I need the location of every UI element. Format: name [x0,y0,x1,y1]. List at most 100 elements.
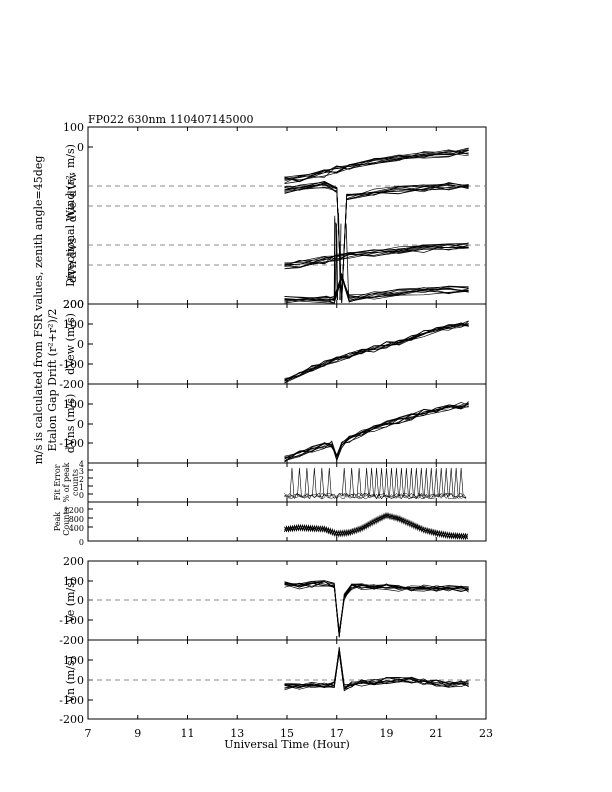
x-tick-label: 9 [134,727,141,740]
y-axis-label: Counts [62,507,71,536]
error-spike [364,467,369,497]
series-line [334,229,338,301]
error-spike [399,467,404,497]
error-spike [443,467,449,497]
series-line [284,182,469,301]
y-tick-label: -200 [59,634,84,647]
error-spike [438,467,444,497]
series-line [336,223,339,301]
y-axis-label: Peak [53,512,62,532]
error-spike [297,467,302,497]
series-line [284,245,469,266]
side-label-line-1: m/s is calculated from FSR values, zenit… [32,156,45,465]
error-spike [304,467,310,497]
series-line [284,278,469,301]
series-line [284,184,469,303]
error-spike [369,467,374,497]
x-tick-label: 19 [380,727,394,740]
y-axis-label: Fit Error [53,464,62,500]
series-line [284,404,469,459]
y-tick-label: 1 [79,483,84,492]
y-tick-label: 2 [79,475,84,484]
error-spike [312,467,317,497]
panel-frame [87,560,487,641]
y-axis-label: dVew (m/s) [64,313,77,375]
series-line [284,324,469,384]
y-tick-label: 0 [77,418,84,431]
error-spike [453,467,459,497]
series-line [284,152,469,181]
y-tick-label: 3 [79,467,84,476]
side-label-line-2: Etalon Gap Drift (r²+r²)/2 [46,308,59,451]
error-spike [374,467,379,497]
error-spike [448,467,454,497]
y-tick-label: -100 [59,694,84,707]
series-line [284,150,469,184]
series-line [284,580,469,634]
y-tick-label: 400 [69,524,84,533]
panel-frame [87,303,487,385]
series-line [284,273,469,304]
series-line [284,149,469,184]
y-tick-label: 200 [63,555,84,568]
series-line [284,242,469,265]
y-tick-label: 1200 [64,506,84,515]
y-tick-label: 200 [63,298,84,311]
series-line [284,276,469,303]
y-tick-label: 0 [77,141,84,154]
x-tick-label: 13 [230,727,244,740]
series-line [284,323,469,384]
error-spike [341,467,347,497]
error-spike [404,467,409,497]
series-line [284,243,469,267]
y-tick-label: 100 [63,121,84,134]
y-axis-label: Ve (m/s) [64,578,77,624]
error-spike [379,467,384,497]
series-line [345,223,350,301]
series-line [284,243,469,264]
series-line [284,402,469,462]
panel-ve: 200 100 0 -100 -200 Ve (m/s) [59,555,487,647]
series-label: dVs [66,237,79,258]
x-tick-label: 17 [330,727,344,740]
series-line [338,212,341,301]
error-spike [414,467,419,497]
y-tick-label: 4 [79,460,84,469]
error-spike [458,467,464,497]
error-spike [419,467,424,497]
error-spike [319,467,325,497]
error-spike [433,467,439,497]
series-line [284,323,469,381]
series-line [284,147,469,183]
x-tick-label: 15 [280,727,294,740]
series-line [284,403,469,463]
series-line [284,581,469,634]
series-line [284,183,469,303]
series-line [284,492,467,500]
y-tick-label: 0 [77,674,84,687]
panel-frame [87,639,487,720]
series-line [284,277,469,304]
series-line [284,322,469,382]
y-tick-label: -100 [59,614,84,627]
series-line [284,512,468,538]
error-spike [326,467,332,497]
y-tick-label: 0 [79,491,84,500]
panel-frame [87,501,487,542]
series-line [284,324,469,381]
series-line [284,324,469,382]
panel-vn: 100 0 -100 -200 Vn (m/s) [59,639,487,726]
y-axis-label: dVns (m/s) [64,394,77,454]
series-line [284,584,469,631]
series-line [284,492,467,500]
x-tick-label: 23 [479,727,493,740]
error-spike [424,467,429,497]
y-axis-label: Vn (m/s) [64,656,77,704]
series-line [284,581,469,636]
figure-title: FP022 630nm 110407145000 [88,113,254,126]
y-tick-label: 800 [69,515,84,524]
panel-frame [87,383,487,464]
series-line [284,580,469,637]
series-line [284,652,469,692]
